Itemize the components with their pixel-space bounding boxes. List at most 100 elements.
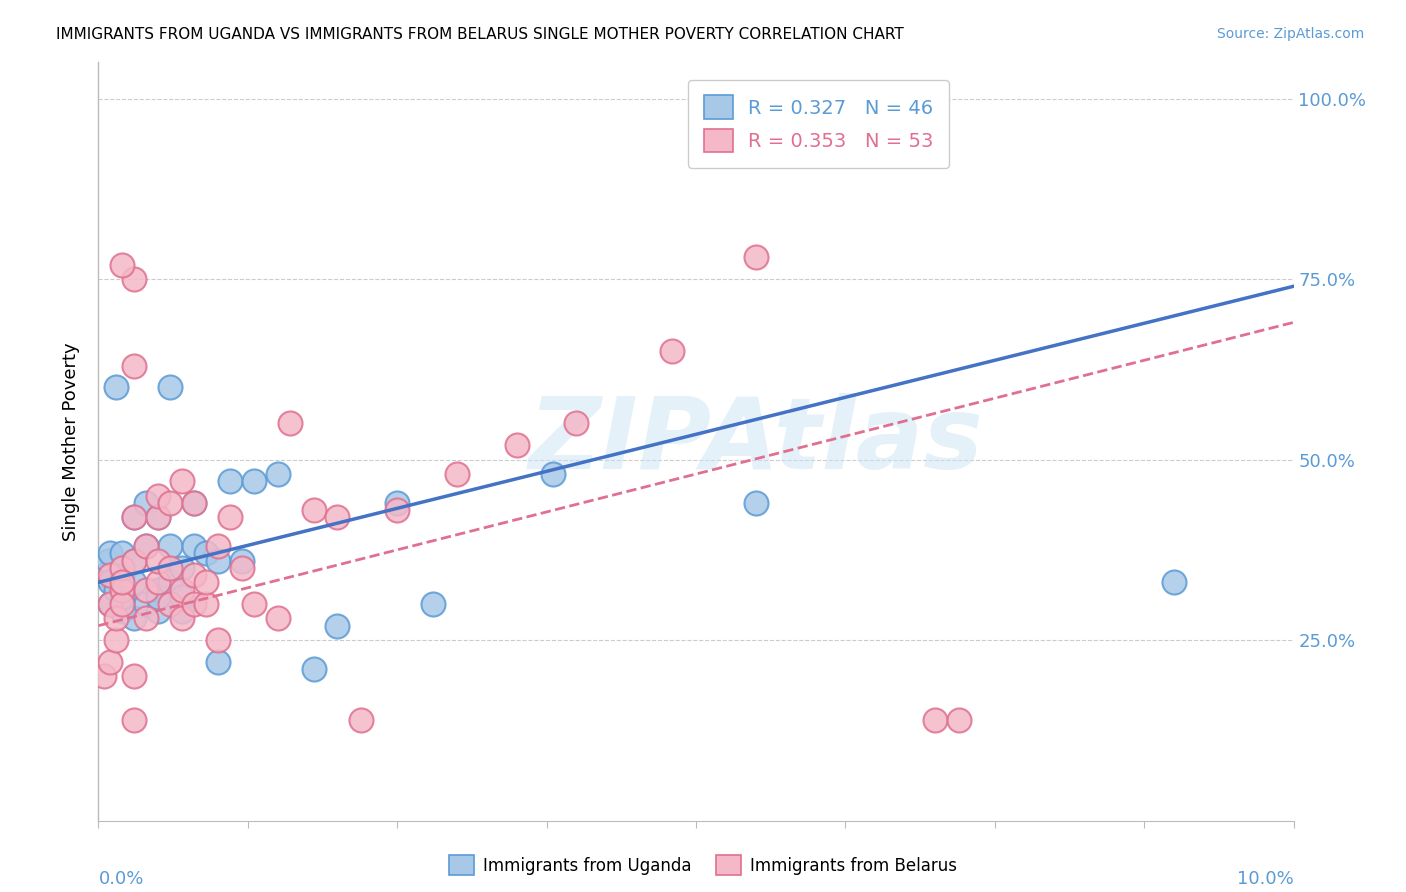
Point <box>135 597 157 611</box>
Point <box>159 380 181 394</box>
Point <box>148 510 170 524</box>
Legend: R = 0.327   N = 46, R = 0.353   N = 53: R = 0.327 N = 46, R = 0.353 N = 53 <box>688 79 949 168</box>
Point <box>111 575 134 590</box>
Point <box>159 539 181 553</box>
Point <box>183 568 205 582</box>
Point <box>183 496 205 510</box>
Point <box>385 496 409 510</box>
Point <box>111 582 134 597</box>
Point <box>124 575 146 590</box>
Point <box>124 669 146 683</box>
Point <box>105 380 128 394</box>
Point <box>172 561 194 575</box>
Point <box>124 554 146 568</box>
Point <box>105 582 128 597</box>
Point <box>207 655 229 669</box>
Point <box>207 633 229 648</box>
Point <box>900 113 922 128</box>
Point <box>745 251 768 265</box>
Point <box>195 575 218 590</box>
Point <box>98 575 122 590</box>
Text: 10.0%: 10.0% <box>1237 870 1294 888</box>
Point <box>135 582 157 597</box>
Point <box>98 597 122 611</box>
Point <box>506 438 529 452</box>
Point <box>111 604 134 618</box>
Point <box>111 590 134 604</box>
Point <box>124 510 146 524</box>
Point <box>195 597 218 611</box>
Point <box>111 258 134 272</box>
Point <box>172 475 194 489</box>
Point <box>148 489 170 503</box>
Point <box>541 467 564 481</box>
Point <box>207 554 229 568</box>
Point <box>267 467 290 481</box>
Y-axis label: Single Mother Poverty: Single Mother Poverty <box>62 343 80 541</box>
Point <box>745 496 768 510</box>
Point <box>661 344 683 359</box>
Text: Source: ZipAtlas.com: Source: ZipAtlas.com <box>1216 27 1364 41</box>
Point <box>148 604 170 618</box>
Legend: Immigrants from Uganda, Immigrants from Belarus: Immigrants from Uganda, Immigrants from … <box>441 847 965 884</box>
Point <box>98 655 122 669</box>
Point <box>111 568 134 582</box>
Point <box>924 713 946 727</box>
Point <box>302 503 325 517</box>
Point <box>111 546 134 560</box>
Point <box>231 561 253 575</box>
Point <box>135 539 157 553</box>
Point <box>135 611 157 625</box>
Point <box>183 496 205 510</box>
Point <box>446 467 468 481</box>
Point <box>219 510 242 524</box>
Point <box>565 417 588 431</box>
Point <box>124 510 146 524</box>
Point <box>267 611 290 625</box>
Point <box>105 633 128 648</box>
Point <box>350 713 373 727</box>
Point <box>326 510 349 524</box>
Point <box>148 510 170 524</box>
Point <box>172 611 194 625</box>
Point <box>148 590 170 604</box>
Text: ZIPAtlas: ZIPAtlas <box>529 393 983 490</box>
Point <box>148 554 170 568</box>
Point <box>124 359 146 373</box>
Point <box>1163 575 1185 590</box>
Point <box>422 597 444 611</box>
Point <box>159 496 181 510</box>
Point <box>385 503 409 517</box>
Point <box>111 561 134 575</box>
Text: IMMIGRANTS FROM UGANDA VS IMMIGRANTS FROM BELARUS SINGLE MOTHER POVERTY CORRELAT: IMMIGRANTS FROM UGANDA VS IMMIGRANTS FRO… <box>56 27 904 42</box>
Point <box>93 568 115 582</box>
Point <box>159 561 181 575</box>
Point <box>105 611 128 625</box>
Point <box>195 546 218 560</box>
Point <box>172 582 194 597</box>
Point <box>124 554 146 568</box>
Point <box>97 554 120 568</box>
Point <box>207 539 229 553</box>
Point <box>98 568 122 582</box>
Point <box>135 496 157 510</box>
Point <box>124 272 146 286</box>
Point <box>148 575 170 590</box>
Point <box>172 604 194 618</box>
Point <box>326 618 349 632</box>
Point <box>159 597 181 611</box>
Point <box>278 417 301 431</box>
Point <box>159 575 181 590</box>
Point <box>172 590 194 604</box>
Point <box>243 597 266 611</box>
Point <box>148 582 170 597</box>
Point <box>302 662 325 676</box>
Point <box>183 539 205 553</box>
Point <box>111 561 134 575</box>
Point <box>243 475 266 489</box>
Point <box>183 597 205 611</box>
Point <box>135 539 157 553</box>
Point <box>124 713 146 727</box>
Point <box>219 475 242 489</box>
Point <box>124 611 146 625</box>
